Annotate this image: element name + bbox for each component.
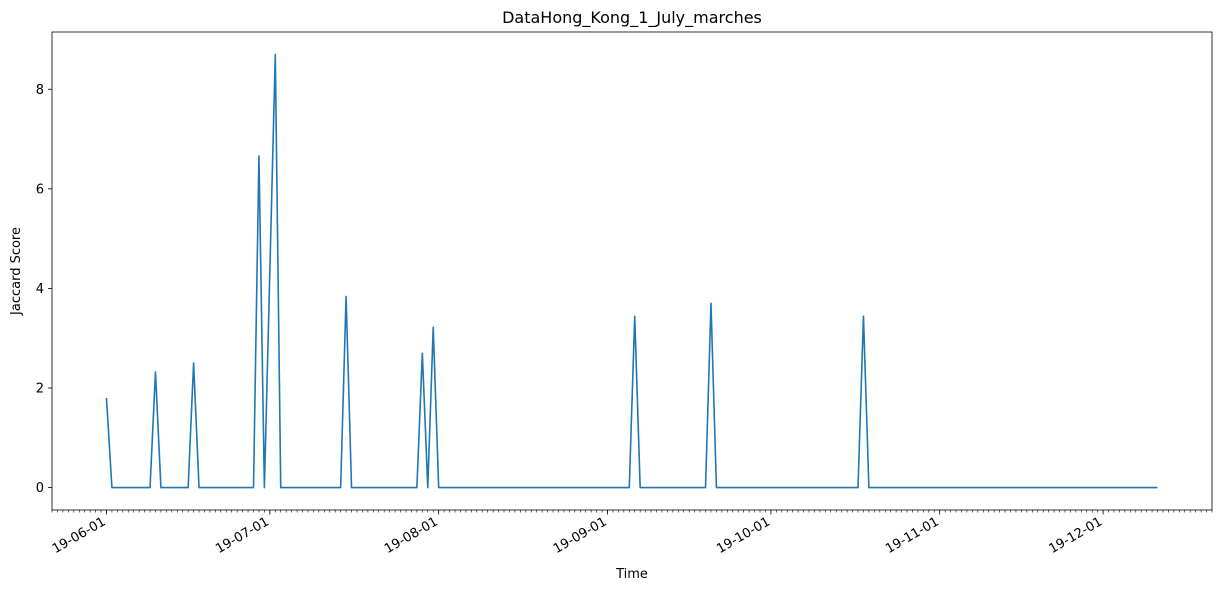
x-tick-label: 19-07-01 — [213, 514, 272, 556]
y-tick-label: 0 — [36, 481, 44, 496]
plot-area: 0 2 4 6 8 19-06-01 19-07-01 19-08-01 19-09-01 19-… — [36, 31, 1213, 557]
x-tick-label: 19-08-01 — [382, 514, 441, 556]
series-line — [105, 53, 1158, 489]
y-tick-label: 6 — [36, 182, 44, 197]
y-tick-label: 8 — [36, 83, 44, 98]
y-tick-label: 2 — [36, 382, 44, 397]
x-axis-title: Time — [615, 567, 648, 582]
chart-title: DataHong_Kong_1_July_marches — [502, 8, 762, 28]
x-tick-label: 19-10-01 — [714, 514, 773, 556]
plot-frame — [51, 31, 1213, 511]
x-tick-label: 19-11-01 — [883, 514, 942, 556]
x-tick-label: 19-09-01 — [551, 514, 610, 556]
x-tick-label: 19-06-01 — [50, 514, 109, 556]
x-tick-label: 19-12-01 — [1046, 514, 1105, 556]
y-axis-title: Jaccard Score — [9, 227, 24, 316]
y-tick-label: 4 — [36, 282, 44, 297]
